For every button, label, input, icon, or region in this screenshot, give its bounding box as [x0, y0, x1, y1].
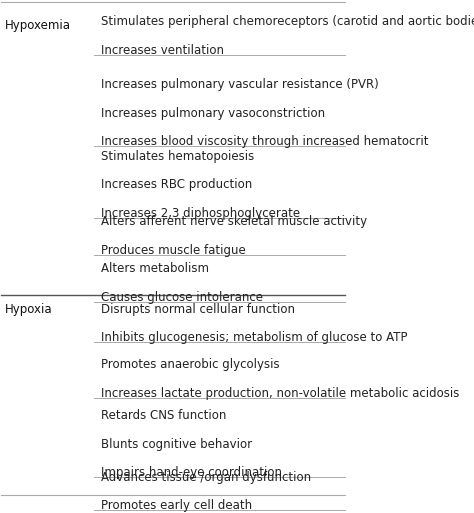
Text: Impairs hand-eye coordination: Impairs hand-eye coordination [101, 466, 282, 479]
Text: Retards CNS function: Retards CNS function [101, 409, 227, 422]
Text: Increases RBC production: Increases RBC production [101, 178, 253, 191]
Text: Increases 2,3 diphosphoglycerate: Increases 2,3 diphosphoglycerate [101, 207, 301, 220]
Text: Increases lactate production, non-volatile metabolic acidosis: Increases lactate production, non-volati… [101, 387, 459, 400]
Text: Causes glucose intolerance: Causes glucose intolerance [101, 291, 263, 304]
Text: Alters metabolism: Alters metabolism [101, 262, 209, 275]
Text: Promotes early cell death: Promotes early cell death [101, 499, 252, 512]
Text: Increases pulmonary vasoconstriction: Increases pulmonary vasoconstriction [101, 107, 325, 120]
Text: Stimulates peripheral chemoreceptors (carotid and aortic bodies): Stimulates peripheral chemoreceptors (ca… [101, 15, 474, 28]
Text: Inhibits glucogenesis; metabolism of glucose to ATP: Inhibits glucogenesis; metabolism of glu… [101, 331, 408, 344]
Text: Hypoxia: Hypoxia [5, 303, 53, 316]
Text: Hypoxemia: Hypoxemia [5, 18, 71, 32]
Text: Alters afferent nerve skeletal muscle activity: Alters afferent nerve skeletal muscle ac… [101, 215, 367, 228]
Text: Increases ventilation: Increases ventilation [101, 44, 224, 57]
Text: Produces muscle fatigue: Produces muscle fatigue [101, 244, 246, 257]
Text: Advances tissue /organ dysfunction: Advances tissue /organ dysfunction [101, 471, 311, 484]
Text: Increases blood viscosity through increased hematocrit: Increases blood viscosity through increa… [101, 135, 428, 148]
Text: Increases pulmonary vascular resistance (PVR): Increases pulmonary vascular resistance … [101, 78, 379, 91]
Text: Promotes anaerobic glycolysis: Promotes anaerobic glycolysis [101, 358, 280, 371]
Text: Disrupts normal cellular function: Disrupts normal cellular function [101, 303, 295, 316]
Text: Stimulates hematopoiesis: Stimulates hematopoiesis [101, 150, 255, 163]
Text: Blunts cognitive behavior: Blunts cognitive behavior [101, 438, 252, 450]
